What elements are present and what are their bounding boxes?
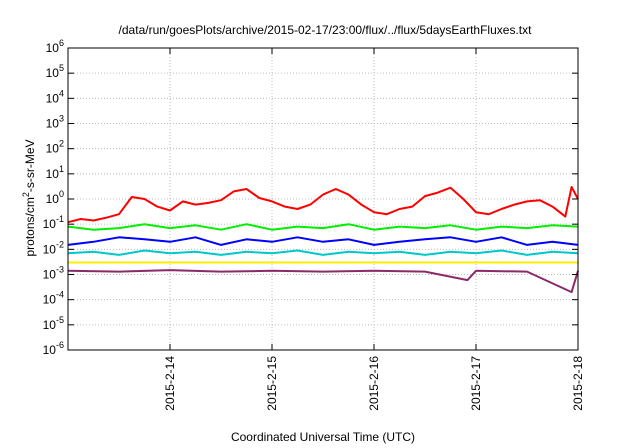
y-tick-base: 10 — [46, 117, 60, 131]
y-tick-base: 10 — [46, 66, 60, 80]
y-tick-exponent: -5 — [56, 315, 64, 325]
y-tick-exponent: -2 — [56, 239, 64, 249]
series-line-2 — [67, 223, 579, 231]
y-axis-label-tail: -s-sr-MeV — [23, 139, 37, 192]
y-tick-label: 10-2 — [43, 239, 64, 256]
series-line-6 — [67, 269, 579, 294]
y-tick-base: 10 — [43, 268, 57, 282]
y-tick-exponent: -1 — [56, 214, 64, 224]
y-tick-label: 10-6 — [43, 340, 64, 357]
y-tick-base: 10 — [43, 318, 57, 332]
y-tick-exponent: -3 — [56, 265, 64, 275]
y-tick-label: 10-1 — [43, 214, 64, 231]
y-tick-base: 10 — [43, 293, 57, 307]
y-tick-exponent: 2 — [59, 139, 64, 149]
y-tick-exponent: 3 — [59, 114, 64, 124]
y-tick-label: 10-3 — [43, 265, 64, 282]
y-tick-label: 10-5 — [43, 315, 64, 332]
series-layer — [67, 186, 579, 294]
y-axis-ticks: 10-610-510-410-310-210-11001011021031041… — [43, 38, 578, 357]
y-tick-label: 102 — [46, 139, 64, 156]
y-tick-label: 105 — [46, 63, 64, 80]
y-tick-base: 10 — [46, 192, 60, 206]
x-axis-label: Coordinated Universal Time (UTC) — [231, 430, 415, 444]
y-axis-label: protons/cm2-s-sr-MeV — [21, 139, 37, 256]
y-axis-label-main: protons/cm — [23, 197, 37, 256]
grid-lines — [68, 48, 578, 350]
y-tick-base: 10 — [43, 242, 57, 256]
y-tick-exponent: 4 — [59, 88, 64, 98]
x-tick-label: 2015-2-16 — [367, 356, 381, 411]
series-line-1 — [67, 186, 579, 224]
y-tick-base: 10 — [46, 91, 60, 105]
x-tick-label: 2015-2-18 — [571, 356, 585, 411]
y-tick-base: 10 — [46, 167, 60, 181]
x-tick-label: 2015-2-17 — [469, 356, 483, 411]
x-axis-ticks: 2015-2-14 2015-2-15 2015-2-16 2015-2-17 2015… — [163, 48, 585, 411]
chart-title: /data/run/goesPlots/archive/2015-02-17/2… — [119, 23, 533, 37]
y-tick-label: 10-4 — [43, 290, 64, 307]
y-tick-label: 103 — [46, 114, 64, 131]
y-tick-exponent: 1 — [59, 164, 64, 174]
y-tick-label: 104 — [46, 88, 64, 105]
y-tick-base: 10 — [43, 217, 57, 231]
y-tick-base: 10 — [46, 142, 60, 156]
y-tick-label: 100 — [46, 189, 64, 206]
x-tick-label: 2015-2-14 — [163, 356, 177, 411]
y-tick-base: 10 — [46, 41, 60, 55]
y-tick-label: 106 — [46, 38, 64, 55]
y-tick-exponent: -6 — [56, 340, 64, 350]
y-tick-exponent: -4 — [56, 290, 64, 300]
x-tick-label: 2015-2-15 — [265, 356, 279, 411]
y-tick-label: 101 — [46, 164, 64, 181]
series-line-3 — [67, 236, 579, 246]
y-tick-base: 10 — [43, 343, 57, 357]
y-tick-exponent: 0 — [59, 189, 64, 199]
y-axis-label-superscript: 2 — [21, 192, 31, 197]
y-tick-exponent: 6 — [59, 38, 64, 48]
series-line-4 — [67, 249, 579, 256]
y-tick-exponent: 5 — [59, 63, 64, 73]
